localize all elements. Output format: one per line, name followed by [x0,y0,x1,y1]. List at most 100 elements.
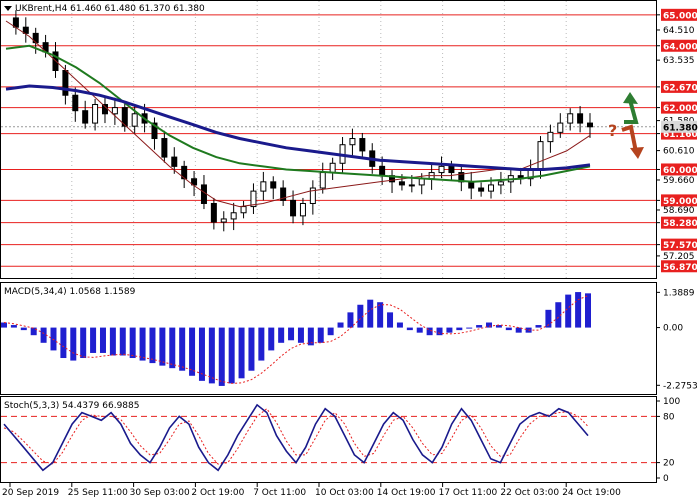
down-arrow-icon [621,124,644,159]
level-label-bg [661,39,697,52]
candle-body [220,218,227,223]
candle-body [250,190,257,208]
macd-bar [30,327,37,336]
macd-bar [248,327,255,371]
y-tick-label: 57.205 [663,252,695,262]
candle-body [62,69,69,96]
candle-body [111,107,118,115]
y-tick-label: 63.535 [663,56,695,66]
macd-bar [189,327,196,376]
macd-bar [555,302,562,328]
candle-body [349,138,356,146]
price-series [5,10,593,232]
level-label-bg [661,238,697,251]
candle-body [161,138,168,158]
axes: 65.00064.51064.00063.53562.67062.00061.5… [2,8,698,498]
candle-body [319,172,326,189]
level-label-bg [661,163,697,176]
macd-bar [446,327,453,333]
macd-bar [119,327,126,356]
candle-body [171,156,178,167]
macd-bar [367,299,374,328]
stoch-signal-line [3,407,589,465]
level-label-bg [661,216,697,229]
x-tick-label: 20 Sep 2019 [2,488,59,498]
stoch-header: Stoch(5,3,3) 54.4379 66.9885 [4,401,139,411]
candle-body [299,202,306,217]
candle-body [329,162,336,174]
macd-bar [585,293,591,328]
level-label-bg [661,80,697,93]
up-arrow-icon [623,92,639,124]
candle-body [438,165,445,174]
level-label: 56.870 [663,263,698,273]
price-pane[interactable] [0,0,657,279]
candle-body [587,122,593,128]
macd-bar [40,327,47,343]
candle-body [309,187,316,204]
macd-bar [357,304,364,328]
stoch-tick-label: 0 [663,474,669,484]
candle-body [379,165,386,177]
macd-bar [90,327,97,353]
level-label: 57.570 [663,241,698,251]
candle-body [22,26,29,34]
macd-bar [495,325,502,328]
macd-bar [70,327,77,361]
macd-bar [1,322,7,328]
candle-body [398,181,405,186]
macd-bar [10,325,17,328]
x-tick-label: 30 Sep 03:00 [130,488,190,498]
macd-bar [317,327,324,343]
candle-body [240,206,247,214]
candle-body [408,184,415,187]
candle-body [478,187,485,192]
level-label: 58.280 [663,219,698,229]
stoch-main-line [3,403,589,472]
candle-body [92,104,99,124]
candle-body [200,184,207,204]
candle-body [557,122,564,133]
current-price-label: 61.380 [663,123,698,133]
macd-bar [515,327,522,333]
candle-body [547,131,554,143]
level-label-bg [661,194,697,207]
level-label: 59.000 [663,197,698,207]
stoch-series [1,403,656,472]
macd-bar [436,327,443,336]
x-tick-label: 17 Oct 11:00 [439,488,498,498]
macd-bar [535,325,542,328]
candle-body [72,94,79,112]
candle-body [151,122,158,140]
candle-body [181,165,188,180]
macd-bar [109,327,116,356]
macd-tick-label: -2.2753 [663,381,698,391]
level-label: 65.000 [663,11,698,21]
candle-body [230,212,237,220]
candle-body [82,110,89,124]
x-tick-label: 25 Sep 11:00 [68,488,128,498]
candle-body [577,113,584,124]
question-mark-icon: ? [608,121,617,140]
macd-bar [258,327,265,361]
candle-body [567,113,574,124]
macd-bar [476,325,483,328]
level-label: 60.000 [663,166,698,176]
level-label: 62.670 [663,83,698,93]
candle-body [270,181,277,189]
candle-body [260,181,267,192]
macd-pane[interactable] [0,282,657,395]
level-label: 61.160 [663,130,698,140]
chart-menu-icon[interactable] [4,6,12,11]
candle-body [131,113,138,127]
macd-bar [159,327,166,366]
candle-body [537,141,544,170]
macd-bar [466,327,473,329]
macd-bar [575,292,582,328]
candle-body [290,199,297,217]
y-tick-label: 59.660 [663,176,695,186]
stoch-tick-label: 20 [663,459,675,469]
level-label-bg [661,260,697,273]
ma-fast-line [5,20,591,208]
